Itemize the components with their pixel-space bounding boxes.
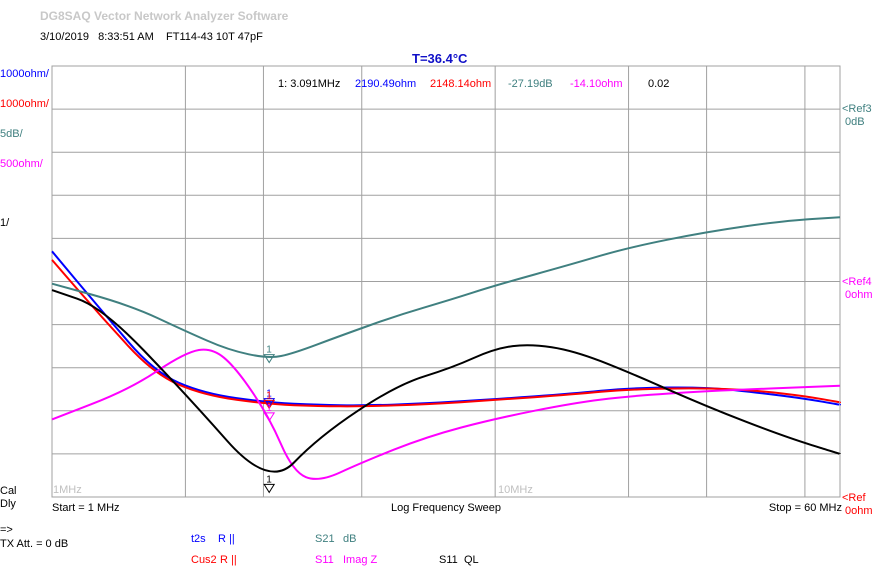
plot-grid [51, 65, 841, 498]
run-time: 8:33:51 AM [98, 31, 154, 43]
legend-s11-imag-param[interactable]: Imag Z [343, 554, 378, 566]
legend-t2s-name[interactable]: t2s [191, 533, 206, 545]
marker-readout-cus2: 2148.14ohm [430, 78, 491, 90]
marker-label-3: 1 [266, 403, 272, 414]
legend-s11-ql-name[interactable]: S11 [439, 554, 458, 566]
arrow-indicator: => [0, 524, 13, 536]
ref-label: <Ref [842, 492, 866, 504]
run-info: 3/10/2019 8:33:51 AM FT114-43 10T 47pF [40, 31, 263, 43]
legend-cus2-param[interactable]: R || [220, 554, 237, 566]
marker-readout-s11-imag: -14.10ohm [570, 78, 623, 90]
marker-triangle-2 [263, 354, 276, 364]
stop-frequency[interactable]: Stop = 60 MHz [769, 502, 842, 514]
legend-s11-imag-name[interactable]: S11 [315, 554, 334, 566]
marker-triangle-4 [263, 483, 276, 494]
tick-label-10mhz: 10MHz [498, 484, 533, 496]
tx-attenuation[interactable]: TX Att. = 0 dB [0, 538, 68, 550]
cal-label: Cal [0, 485, 17, 497]
scale-s21: 5dB/ [0, 128, 24, 140]
trace-3 [51, 348, 841, 480]
marker-triangle-3 [263, 412, 276, 422]
trace-2 [51, 216, 841, 358]
marker-label-2: 1 [266, 345, 272, 356]
tick-label-1mhz: 1MHz [53, 484, 82, 496]
marker-readout-t2s: 2190.49ohm [355, 78, 416, 90]
marker-triangle-1 [263, 399, 276, 410]
marker-label-0: 1 [266, 389, 272, 400]
marker-label-1: 1 [266, 390, 272, 401]
scale-t2s: 1000ohm/ [0, 68, 50, 80]
trace-0 [51, 250, 842, 407]
ref4-label: <Ref4 [842, 276, 872, 288]
ref3-value: 0dB [845, 116, 865, 128]
marker-label-4: 1 [266, 474, 272, 485]
ref-value: 0ohm [845, 505, 873, 517]
sweep-mode: Log Frequency Sweep [391, 502, 501, 514]
plot-traces [51, 216, 842, 480]
legend-cus2-name[interactable]: Cus2 [191, 554, 217, 566]
run-caption: FT114-43 10T 47pF [166, 31, 263, 43]
trace-1 [51, 259, 842, 408]
ref4-value: 0ohm [845, 289, 873, 301]
scale-s11-ql: 1/ [0, 217, 10, 229]
trace-4 [51, 289, 841, 473]
legend-s11-ql-param[interactable]: QL [464, 554, 479, 566]
scale-cus2: 1000ohm/ [0, 98, 50, 110]
legend-s21-name[interactable]: S21 [315, 533, 335, 545]
marker-triangle-0 [263, 398, 276, 408]
dly-label: Dly [0, 498, 16, 510]
marker-readout-label: 1: 3.091MHz [278, 78, 340, 90]
marker-readout-s21: -27.19dB [508, 78, 553, 90]
ref3-label: <Ref3 [842, 103, 872, 115]
run-date: 3/10/2019 [40, 31, 89, 43]
marker-readout-s11-ql: 0.02 [648, 78, 669, 90]
legend-t2s-param[interactable]: R || [218, 533, 235, 545]
legend-s21-param[interactable]: dB [343, 533, 356, 545]
scale-s11-imag: 500ohm/ [0, 158, 44, 170]
temperature-readout: T=36.4°C [412, 51, 468, 66]
app-title: DG8SAQ Vector Network Analyzer Software [40, 9, 289, 23]
start-frequency[interactable]: Start = 1 MHz [52, 502, 120, 514]
